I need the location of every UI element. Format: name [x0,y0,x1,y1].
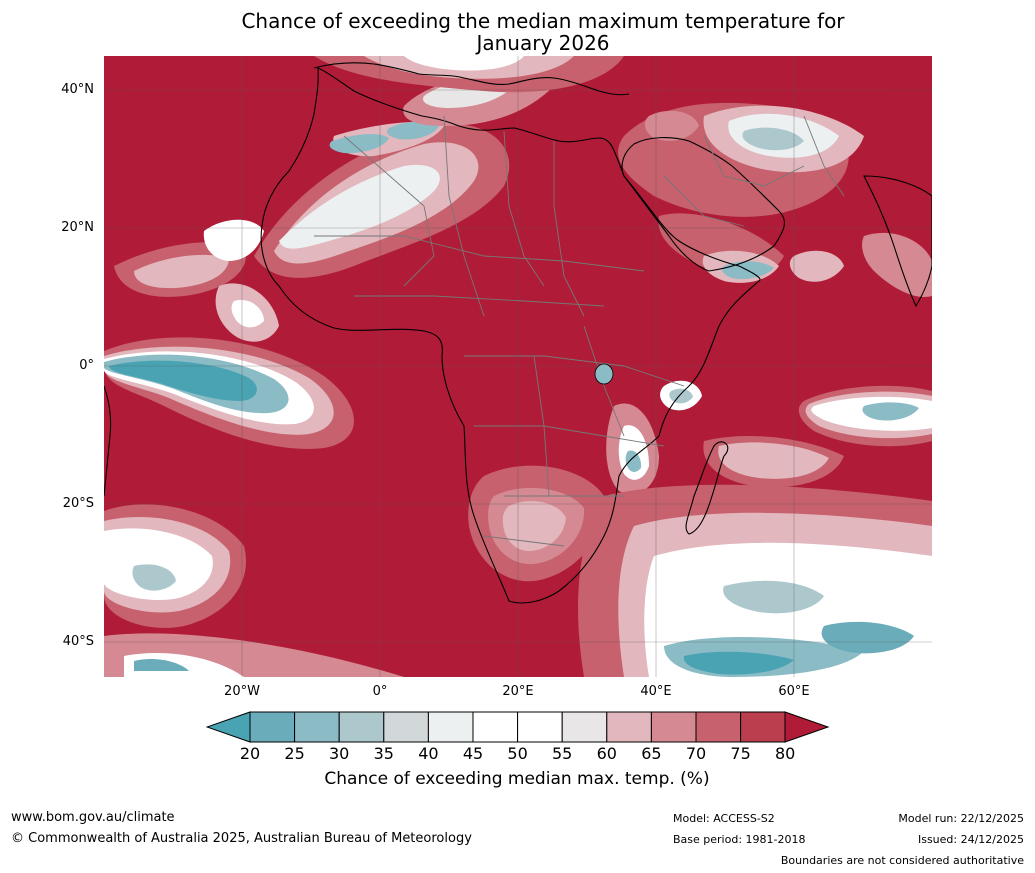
colorbar-tick-label: 40 [418,744,439,763]
indian-ocean-patch [660,380,932,488]
colorbar-tick-label: 55 [552,744,573,763]
colorbar-tick-label: 80 [775,744,796,763]
lon-label-0: 0° [372,684,388,699]
website-text: www.bom.gov.au/climate [11,810,175,825]
colorbar-low-arrow [206,711,251,743]
model-text: Model: ACCESS-S2 [673,812,775,825]
colorbar-cell [517,711,563,743]
mediterranean-anomaly [314,56,624,93]
colorbar-tick-label: 35 [373,744,394,763]
colorbar-label: Chance of exceeding median max. temp. (%… [324,769,710,789]
copyright-text: © Commonwealth of Australia 2025, Austra… [11,831,472,846]
colorbar-cell [740,711,786,743]
lat-label-20s: 20°S [62,496,94,511]
lat-label-0: 0° [79,358,94,373]
colorbar [206,711,830,743]
graticule [104,56,932,677]
colorbar-cell [650,711,697,743]
colorbar-high-arrow [784,711,830,743]
colorbar-tick-label: 50 [507,744,528,763]
east-africa-anomaly [606,403,659,495]
colorbar-cell [606,711,652,743]
title-line-1: Chance of exceeding the median maximum t… [241,9,845,33]
middle-east-anomaly [618,102,932,297]
lon-label-20w: 20°W [224,684,260,699]
colorbar-tick-label: 25 [284,744,305,763]
model-run-text: Model run: 22/12/2025 [898,812,1024,825]
colorbar-cell [383,711,429,743]
colorbar-tick-label: 20 [239,744,261,763]
country-borders [314,115,845,547]
colorbar-cell [338,711,385,743]
southern-ocean-anomaly [104,484,932,677]
colorbar-tick-label: 60 [596,744,617,763]
issued-text: Issued: 24/12/2025 [917,833,1024,846]
colorbar-cell [427,711,474,743]
map-canvas [104,56,932,677]
southern-africa-anomaly [468,465,605,582]
colorbar-cell [294,711,340,743]
colorbar-cell [472,711,519,743]
disclaimer-text: Boundaries are not considered authoritat… [780,854,1024,867]
map-title: Chance of exceeding the median maximum t… [200,10,886,54]
base-period-text: Base period: 1981-2018 [673,833,806,846]
lon-label-60e: 60°E [778,684,810,699]
lon-label-40e: 40°E [640,684,672,699]
colorbar-cell [561,711,608,743]
coastlines [104,62,932,604]
west-atlantic-patches [114,219,279,342]
lat-label-40s: 40°S [62,634,94,649]
title-line-2: January 2026 [476,31,610,55]
colorbar-cell [695,711,742,743]
colorbar-tick-label: 70 [685,744,707,763]
atlantic-cool-tongue [104,337,354,449]
colorbar-cell [249,711,296,743]
lon-label-20e: 20°E [502,684,534,699]
colorbar-tick-label: 45 [462,744,484,763]
colorbar-tick-label: 65 [641,744,662,763]
colorbar-tick-label: 30 [329,744,350,763]
lake-victoria [594,363,614,385]
forecast-map [104,56,932,677]
lat-label-40n: 40°N [61,82,94,97]
lat-label-20n: 20°N [61,220,94,235]
colorbar-tick-label: 75 [730,744,751,763]
